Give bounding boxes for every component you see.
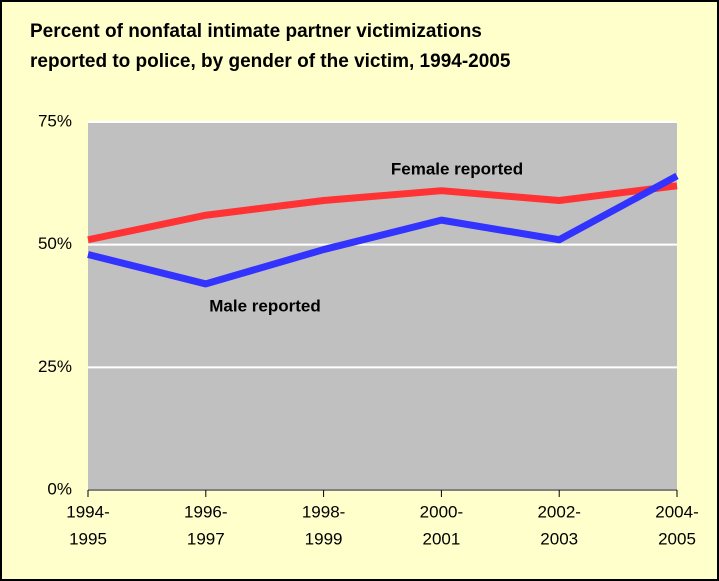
x-tick-label: 2004-	[655, 502, 698, 521]
y-tick-label: 0%	[47, 479, 72, 498]
x-tick-label: 2005	[658, 529, 696, 548]
x-tick-label: 1999	[305, 529, 343, 548]
chart-title: reported to police, by gender of the vic…	[30, 51, 511, 72]
series-label: Female reported	[391, 159, 523, 178]
series-line	[87, 182, 678, 244]
chart-title: Percent of nonfatal intimate partner vic…	[30, 21, 482, 42]
x-tick-label: 1998-	[302, 502, 345, 521]
x-tick-label: 1995	[69, 529, 107, 548]
x-tick-label: 1994-	[66, 502, 109, 521]
plot-area	[88, 122, 677, 490]
x-tick-label: 2003	[540, 529, 578, 548]
x-tick-label: 2001	[422, 529, 460, 548]
x-tick-label: 1996-	[184, 502, 227, 521]
y-tick-label: 50%	[38, 234, 72, 253]
series-line	[87, 172, 679, 288]
y-tick-label: 25%	[38, 357, 72, 376]
y-tick-label: 75%	[38, 111, 72, 130]
x-tick-label: 1997	[187, 529, 225, 548]
series-label: Male reported	[209, 296, 320, 315]
x-tick-label: 2000-	[420, 502, 463, 521]
x-tick-label: 2002-	[537, 502, 580, 521]
